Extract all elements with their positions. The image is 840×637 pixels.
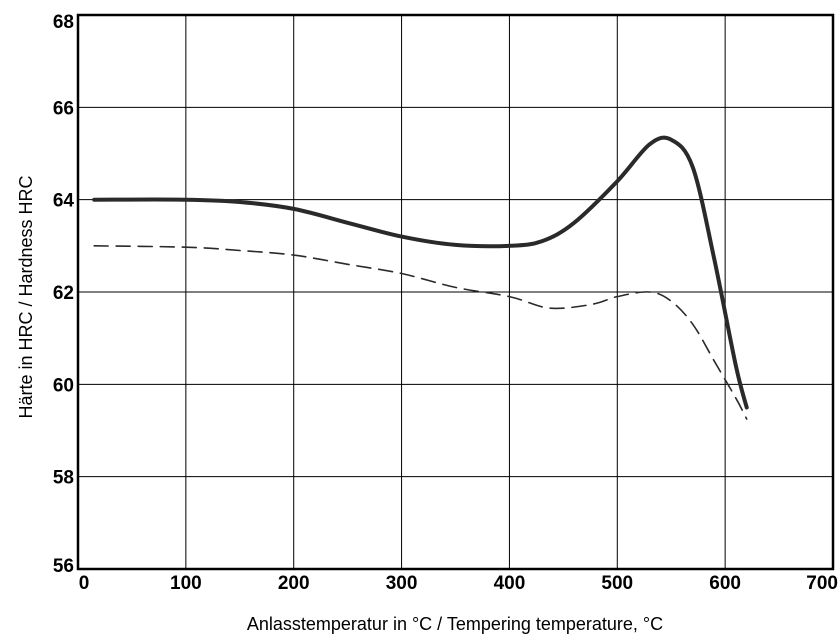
x-axis-title: Anlasstemperatur in °C / Tempering tempe… [247, 614, 663, 634]
x-tick-label: 200 [278, 573, 310, 594]
y-tick-label: 62 [53, 283, 74, 304]
x-tick-label: 100 [170, 573, 202, 594]
y-tick-label: 58 [53, 468, 74, 489]
y-tick-label: 66 [53, 98, 74, 119]
plot-frame [76, 13, 835, 571]
x-tick-label: 500 [601, 573, 633, 594]
gridlines [78, 15, 833, 569]
y-axis-title: Härte in HRC / Hardness HRC [16, 175, 36, 418]
x-tick-label: 0 [79, 573, 90, 594]
y-tick-labels: 56 58 60 62 64 66 68 [53, 12, 75, 577]
x-tick-label: 700 [806, 573, 838, 594]
x-tick-label: 400 [494, 573, 526, 594]
y-tick-label: 68 [53, 12, 74, 33]
x-tick-label: 300 [386, 573, 418, 594]
series-line-dashed [93, 245, 748, 420]
y-tick-label: 60 [53, 375, 74, 396]
y-tick-label: 64 [53, 191, 75, 212]
y-tick-label: 56 [53, 556, 74, 577]
x-tick-label: 600 [709, 573, 741, 594]
series-line-solid [92, 135, 749, 410]
series-layer [92, 135, 749, 420]
x-tick-labels: 0 100 200 300 400 500 600 700 [79, 573, 838, 594]
